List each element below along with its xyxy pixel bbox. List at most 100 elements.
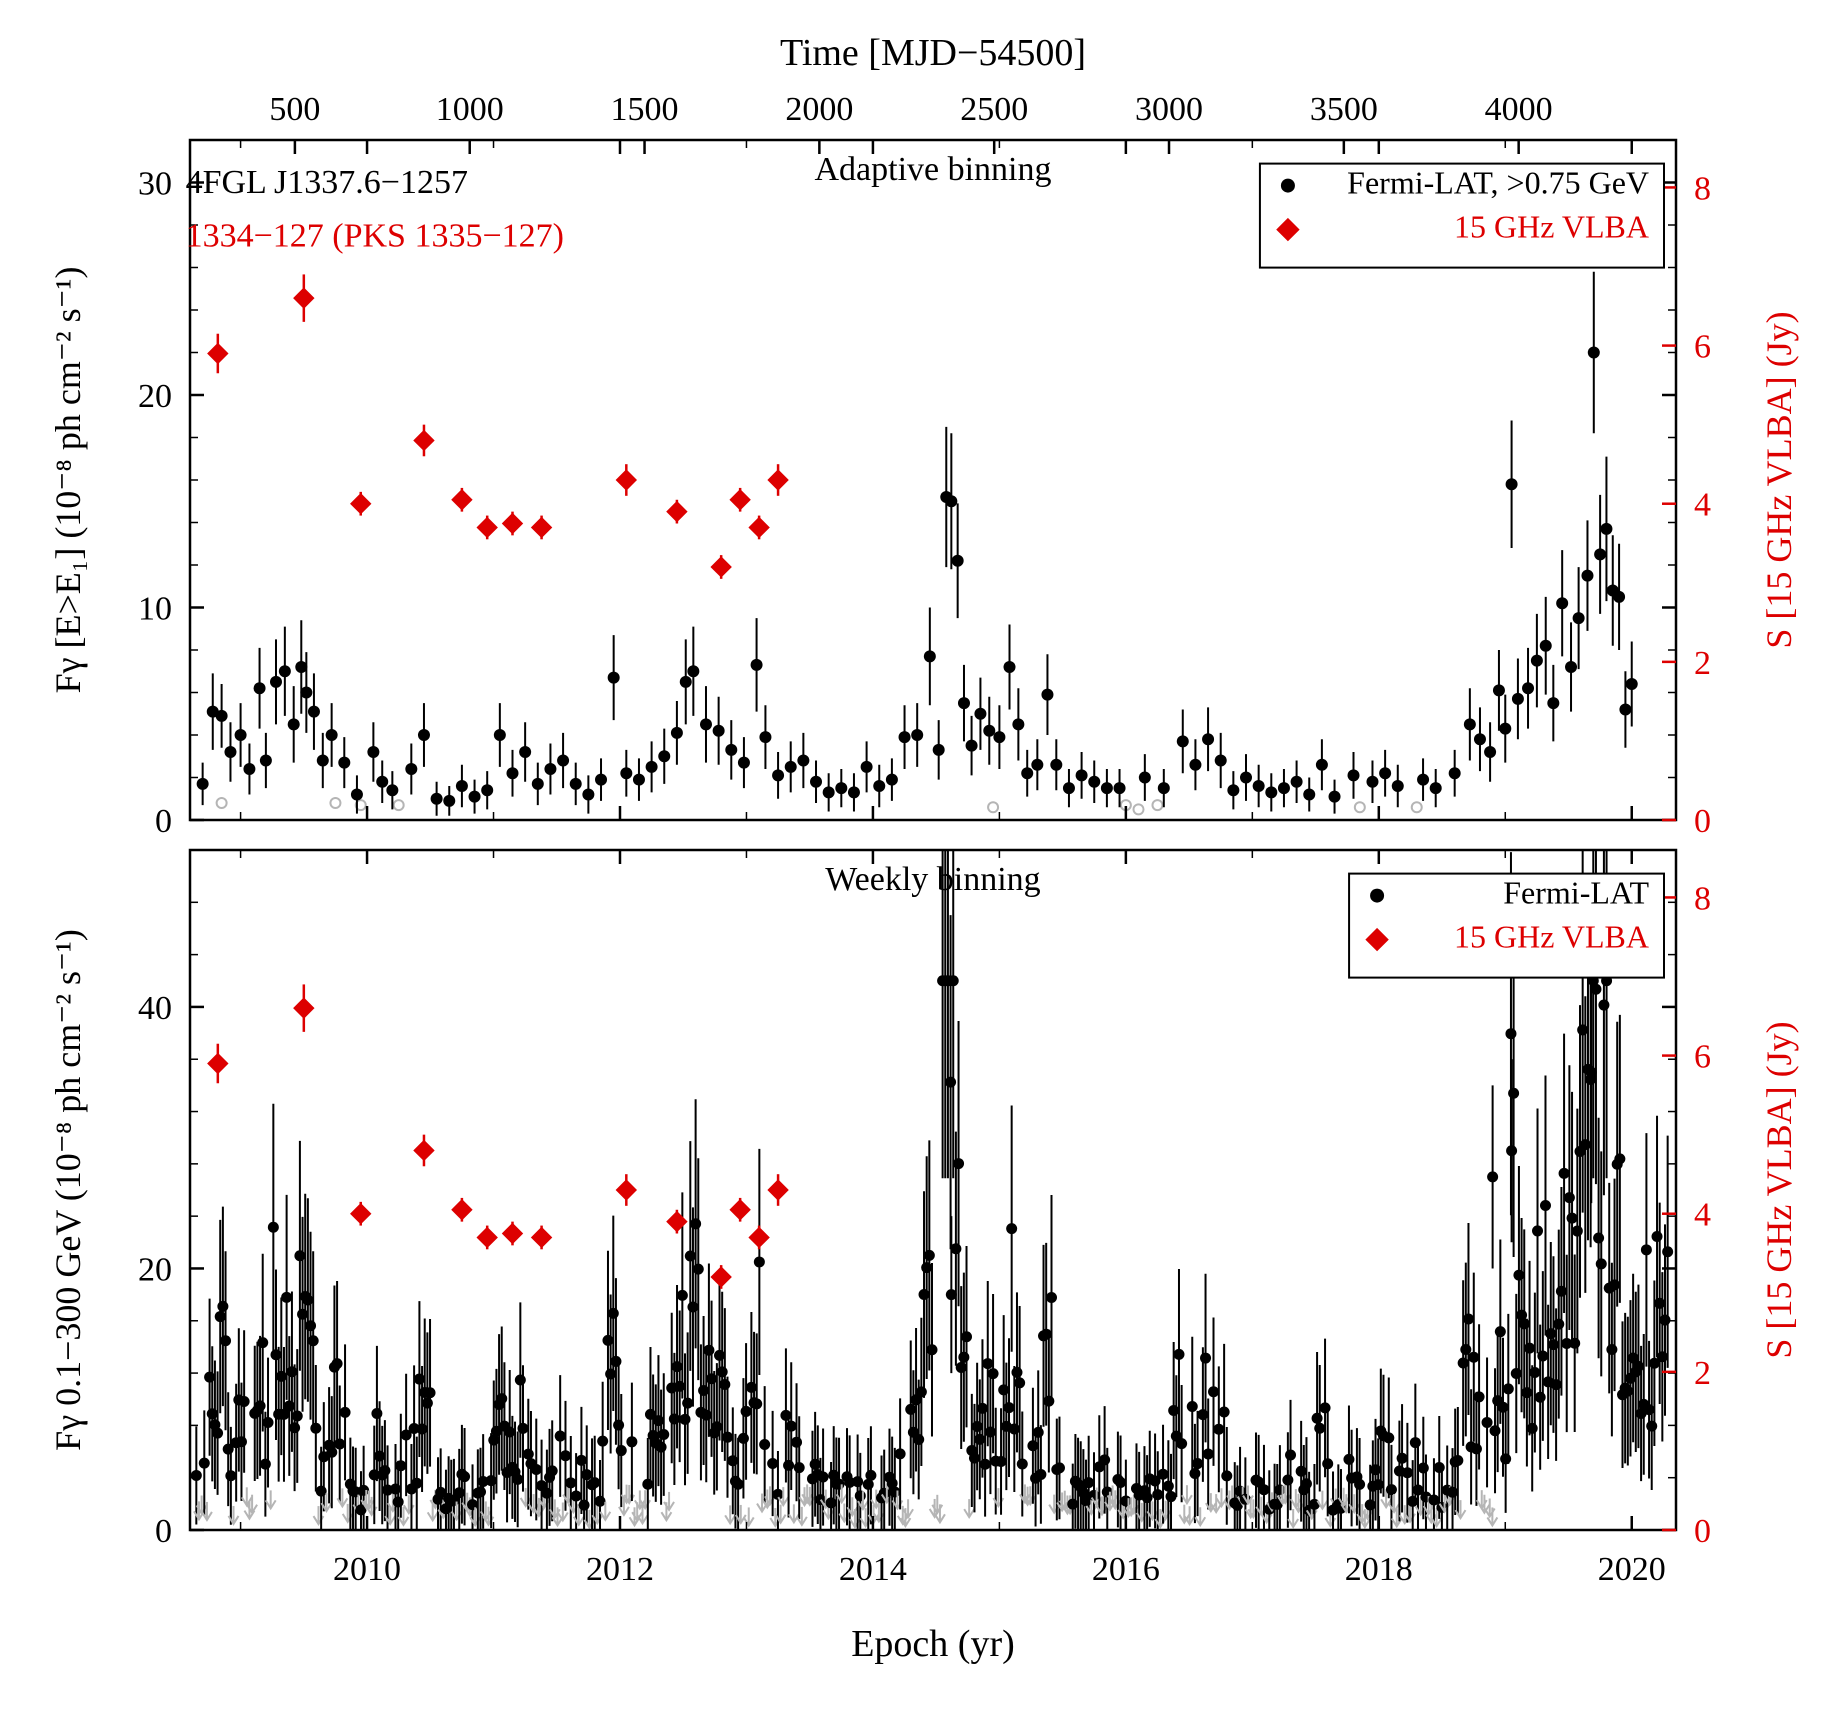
fermi-point bbox=[496, 1393, 507, 1404]
fermi-point bbox=[1021, 767, 1033, 779]
fermi-point bbox=[1532, 1225, 1543, 1236]
fermi-point bbox=[797, 755, 809, 767]
fermi-point bbox=[1588, 347, 1600, 359]
fermi-point bbox=[646, 761, 658, 773]
legend-label: Fermi-LAT bbox=[1503, 875, 1649, 911]
fermi-point bbox=[1176, 1438, 1187, 1449]
svg-text:0: 0 bbox=[155, 803, 172, 840]
fermi-point bbox=[1240, 772, 1252, 784]
fermi-point bbox=[1529, 1367, 1540, 1378]
fermi-point bbox=[810, 1459, 821, 1470]
fermi-point bbox=[700, 718, 712, 730]
fermi-point bbox=[597, 1436, 608, 1447]
fermi-point bbox=[541, 1488, 552, 1499]
fermi-point bbox=[1464, 718, 1476, 730]
fermi-point bbox=[512, 1474, 523, 1485]
fermi-point bbox=[475, 1486, 486, 1497]
fermi-point bbox=[1452, 1455, 1463, 1466]
svg-text:2: 2 bbox=[1694, 1355, 1711, 1392]
fermi-point bbox=[1596, 1258, 1607, 1269]
fermi-point bbox=[746, 1382, 757, 1393]
fermi-point bbox=[1076, 769, 1088, 781]
legend-label: 15 GHz VLBA bbox=[1454, 209, 1649, 245]
fermi-point bbox=[523, 1449, 534, 1460]
fermi-point bbox=[733, 1479, 744, 1490]
fermi-point bbox=[861, 761, 873, 773]
fermi-point bbox=[1505, 1028, 1516, 1039]
fermi-point bbox=[1379, 767, 1391, 779]
fermi-point bbox=[515, 1375, 526, 1386]
fermi-point bbox=[958, 697, 970, 709]
fermi-point bbox=[714, 1350, 725, 1361]
fermi-point bbox=[1063, 782, 1075, 794]
fermi-point bbox=[1513, 1270, 1524, 1281]
fermi-point bbox=[571, 1490, 582, 1501]
fermi-point bbox=[1168, 1405, 1179, 1416]
fermi-point bbox=[772, 769, 784, 781]
fermi-point bbox=[794, 1462, 805, 1473]
svg-text:2016: 2016 bbox=[1092, 1551, 1160, 1588]
fermi-point bbox=[254, 682, 266, 694]
fermi-point bbox=[626, 1436, 637, 1447]
fermi-point bbox=[958, 1352, 969, 1363]
fermi-point bbox=[340, 1407, 351, 1418]
fermi-point bbox=[582, 789, 594, 801]
fermi-point bbox=[1447, 1487, 1458, 1498]
fermi-point bbox=[895, 1448, 906, 1459]
fermi-point bbox=[1215, 755, 1227, 767]
svg-text:10: 10 bbox=[138, 591, 172, 628]
fermi-point bbox=[1474, 1391, 1485, 1402]
svg-text:8: 8 bbox=[1694, 880, 1711, 917]
fermi-point bbox=[911, 729, 923, 741]
fermi-point bbox=[945, 495, 957, 507]
fermi-point bbox=[1366, 776, 1378, 788]
fermi-point bbox=[305, 1320, 316, 1331]
fermi-point bbox=[1577, 1024, 1588, 1035]
fermi-point bbox=[1654, 1298, 1665, 1309]
fermi-point bbox=[1017, 1459, 1028, 1470]
fermi-point bbox=[754, 1256, 765, 1267]
fermi-point bbox=[608, 1308, 619, 1319]
svg-text:2500: 2500 bbox=[960, 91, 1028, 128]
fermi-point bbox=[1493, 684, 1505, 696]
fermi-point bbox=[1386, 1484, 1397, 1495]
fermi-point bbox=[983, 725, 995, 737]
fermi-point bbox=[386, 784, 398, 796]
fermi-point bbox=[338, 757, 350, 769]
fermi-point bbox=[1088, 1490, 1099, 1501]
fermi-point bbox=[286, 1366, 297, 1377]
fermi-point bbox=[589, 1477, 600, 1488]
fermi-point bbox=[1067, 1499, 1078, 1510]
fermi-point bbox=[1285, 1450, 1296, 1461]
fermi-point bbox=[982, 1358, 993, 1369]
fermi-point bbox=[1166, 1491, 1177, 1502]
fermi-point bbox=[602, 1335, 613, 1346]
fermi-point bbox=[687, 1301, 698, 1312]
fermi-point bbox=[270, 1349, 281, 1360]
fermi-point bbox=[620, 767, 632, 779]
fermi-point bbox=[1088, 776, 1100, 788]
fermi-point bbox=[952, 555, 964, 567]
svg-text:3000: 3000 bbox=[1135, 91, 1203, 128]
fermi-point bbox=[1158, 1469, 1169, 1480]
fermi-point bbox=[224, 746, 236, 758]
fermi-point bbox=[243, 763, 255, 775]
fermi-point bbox=[1622, 1386, 1633, 1397]
fermi-point bbox=[1506, 478, 1518, 490]
fermi-point bbox=[996, 1456, 1007, 1467]
fermi-point bbox=[310, 1423, 321, 1434]
fermi-point bbox=[1004, 661, 1016, 673]
fermi-point bbox=[1460, 1344, 1471, 1355]
fermi-point bbox=[1200, 1353, 1211, 1364]
fermi-point bbox=[1114, 782, 1126, 794]
upper-limit-marker bbox=[1412, 802, 1422, 812]
fermi-point bbox=[1373, 1479, 1384, 1490]
fermi-point bbox=[823, 786, 835, 798]
fermi-point bbox=[993, 731, 1005, 743]
fermi-point bbox=[722, 1432, 733, 1443]
fermi-point bbox=[268, 1222, 279, 1233]
fermi-point bbox=[961, 1331, 972, 1342]
fermi-point bbox=[1471, 1443, 1482, 1454]
fermi-point bbox=[605, 1369, 616, 1380]
fermi-point bbox=[1014, 1377, 1025, 1388]
